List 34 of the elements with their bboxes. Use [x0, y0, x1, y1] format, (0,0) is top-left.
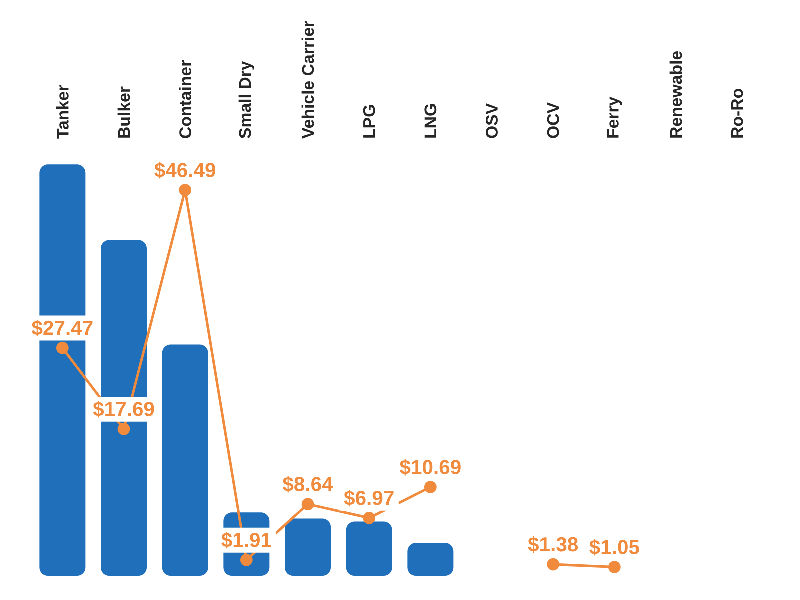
- data-label: $17.69: [93, 401, 154, 418]
- data-label: $1.38: [528, 536, 578, 554]
- x-tick-label: Bulker: [118, 86, 130, 138]
- x-tick-label: Ferry: [607, 96, 622, 138]
- x-tick-label: OSV: [486, 104, 498, 138]
- data-label: $27.47: [32, 320, 93, 337]
- data-label: $6.97: [344, 490, 394, 507]
- x-tick-label: Vehicle Carrier: [302, 21, 314, 139]
- point: [547, 558, 560, 571]
- point: [608, 561, 621, 574]
- x-tick-label: LPG: [363, 105, 376, 138]
- point: [56, 342, 69, 354]
- x-tick-label: Tanker: [56, 85, 69, 139]
- bar: [408, 543, 454, 576]
- x-tick-label: Ro-Ro: [731, 89, 744, 138]
- data-label: $1.05: [590, 539, 640, 556]
- bar: [162, 344, 208, 576]
- x-tick-label: LNG: [424, 104, 437, 138]
- x-tick-label: Renewable: [670, 51, 682, 138]
- data-label: $8.64: [282, 476, 334, 493]
- data-label: $10.69: [400, 459, 461, 476]
- point: [363, 512, 376, 524]
- x-tick-label: OCV: [547, 102, 560, 138]
- bar: [346, 522, 392, 576]
- point: [118, 423, 130, 436]
- point: [302, 498, 314, 510]
- point: [424, 481, 437, 494]
- x-tick-label: Container: [179, 60, 192, 138]
- bar: [285, 518, 332, 576]
- data-label: $1.91: [222, 532, 272, 549]
- point: [240, 554, 253, 566]
- point: [179, 184, 192, 196]
- data-label: $46.49: [154, 162, 216, 179]
- x-tick-label: Small Dry: [238, 61, 255, 139]
